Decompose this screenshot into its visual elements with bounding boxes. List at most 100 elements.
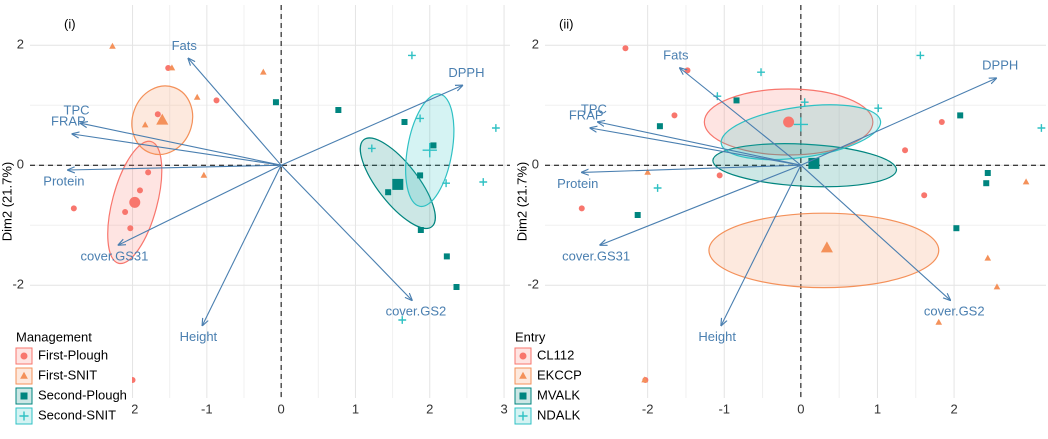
point <box>874 104 883 113</box>
loading-arrow <box>188 58 282 166</box>
loading-label: FRAP <box>569 107 604 122</box>
point <box>634 212 641 218</box>
point <box>367 144 376 153</box>
point <box>145 169 152 176</box>
x-tick-label: 0 <box>797 401 804 416</box>
x-tick-label: 0 <box>278 401 285 416</box>
point <box>578 205 585 212</box>
point <box>479 178 488 186</box>
point <box>993 283 1001 290</box>
legend-title: Management <box>16 329 92 344</box>
point <box>443 253 450 260</box>
point <box>260 68 267 75</box>
point <box>800 98 809 107</box>
point <box>70 205 77 212</box>
point <box>109 42 116 49</box>
y-tick-label: -2 <box>12 277 24 292</box>
loading-arrow <box>600 164 802 245</box>
loading-label: FRAP <box>51 113 86 128</box>
y-tick-label: 2 <box>17 37 24 52</box>
point <box>641 376 648 383</box>
point <box>644 168 651 175</box>
loading-arrow <box>582 164 801 172</box>
point <box>1037 124 1046 132</box>
y-tick-label: 0 <box>532 157 539 172</box>
point <box>213 97 220 104</box>
x-tick-label: 1 <box>352 401 359 416</box>
y-axis-title: Dim2 (21.7%) <box>0 162 14 241</box>
loading-arrow <box>81 123 282 166</box>
x-tick-label: -1 <box>718 401 730 416</box>
point <box>430 142 437 149</box>
point <box>921 192 928 199</box>
legend-label: CL112 <box>537 347 574 362</box>
point <box>122 209 129 215</box>
loading-label: DPPH <box>982 58 1018 73</box>
point <box>398 316 407 324</box>
legend-symbol <box>20 371 28 379</box>
legend-label: First-Plough <box>38 347 108 362</box>
loading-arrow <box>202 164 282 325</box>
point <box>935 318 943 325</box>
loading-label: cover.GS31 <box>562 248 630 263</box>
x-tick-label: 2 <box>426 401 433 416</box>
legend-label: Second-Plough <box>38 387 127 402</box>
point <box>272 99 279 106</box>
point <box>653 184 662 192</box>
y-axis-title: Dim2 (21.7%) <box>514 162 529 241</box>
legend-symbol <box>20 392 28 400</box>
point <box>656 123 663 130</box>
point <box>416 114 424 123</box>
point <box>127 225 134 232</box>
point <box>141 121 149 128</box>
point <box>783 116 795 128</box>
loading-arrow <box>800 78 996 166</box>
loading-arrow <box>68 164 282 170</box>
point <box>168 64 176 71</box>
loading-label: DPPH <box>448 65 484 80</box>
loading-arrow <box>680 68 802 166</box>
loading-label: Height <box>698 329 736 344</box>
plot-area <box>545 5 1046 398</box>
legend-title: Entry <box>515 329 546 344</box>
point <box>200 171 208 178</box>
legend-label: EKCCP <box>537 367 582 382</box>
point <box>622 45 629 52</box>
point <box>733 97 740 104</box>
point <box>808 157 820 169</box>
legend-symbol <box>20 352 28 360</box>
point <box>953 225 960 232</box>
x-tick-label: 1 <box>874 401 881 416</box>
loading-label: Protein <box>557 176 598 191</box>
point <box>902 147 909 154</box>
point <box>129 196 141 208</box>
loading-arrow <box>800 164 950 300</box>
legend-symbol <box>19 411 29 421</box>
point <box>957 112 964 119</box>
loading-arrow <box>721 164 802 325</box>
point <box>938 119 945 125</box>
x-tick-label: 3 <box>500 401 507 416</box>
loading-label: Fats <box>663 47 689 62</box>
point <box>793 117 809 132</box>
point <box>136 187 143 194</box>
y-tick-label: 0 <box>17 157 24 172</box>
point <box>335 107 342 113</box>
loading-arrow <box>590 128 801 166</box>
loading-label: TPC <box>581 101 607 116</box>
legend-label: First-SNIT <box>38 367 97 382</box>
loading-arrow <box>280 164 412 300</box>
point <box>716 172 723 179</box>
legend-symbol <box>519 392 527 400</box>
x-tick-label: -2 <box>642 401 654 416</box>
point <box>984 170 991 176</box>
point <box>156 113 169 125</box>
point <box>1022 178 1030 185</box>
loading-label: Height <box>180 329 218 344</box>
legend-symbol <box>519 371 527 379</box>
loading-arrow <box>280 85 462 166</box>
point <box>385 189 392 196</box>
point <box>453 284 460 290</box>
point <box>408 51 416 60</box>
